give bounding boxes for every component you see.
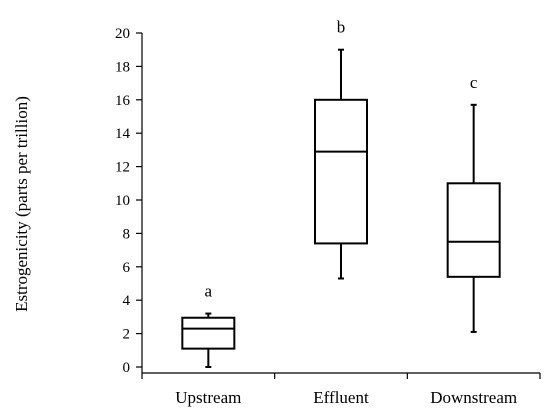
iqr-box xyxy=(181,316,236,350)
box-downstream: c xyxy=(446,73,501,333)
y-axis-title: Estrogenicity (parts per trillion) xyxy=(12,96,31,312)
y-tick-label: 8 xyxy=(123,226,131,242)
iqr-box xyxy=(446,182,501,278)
x-category-label: Effluent xyxy=(313,388,369,407)
iqr-box xyxy=(314,98,368,245)
y-tick-label: 12 xyxy=(115,160,130,176)
significance-label: b xyxy=(337,18,346,37)
y-tick-label: 0 xyxy=(123,360,131,376)
significance-label: c xyxy=(470,73,478,92)
y-tick-label: 14 xyxy=(115,126,131,142)
y-ticks: 0 2 4 6 8 10 12 14 16 18 20 xyxy=(115,26,142,376)
y-axis: 0 2 4 6 8 10 12 14 16 18 20 xyxy=(115,26,143,376)
box-effluent: b xyxy=(314,18,368,280)
boxes: a b c xyxy=(181,18,501,368)
box-upstream: a xyxy=(181,282,236,368)
significance-label: a xyxy=(205,282,213,301)
y-tick-label: 6 xyxy=(123,260,131,276)
x-ticks: Upstream Effluent Downstream xyxy=(141,373,541,407)
x-axis: Upstream Effluent Downstream xyxy=(141,372,541,407)
y-tick-label: 10 xyxy=(115,193,130,209)
y-tick-label: 2 xyxy=(123,327,131,343)
x-category-label: Downstream xyxy=(430,388,517,407)
y-tick-label: 16 xyxy=(115,93,131,109)
y-tick-label: 18 xyxy=(115,59,130,75)
x-category-label: Upstream xyxy=(175,388,241,407)
y-tick-label: 4 xyxy=(123,293,131,309)
y-tick-label: 20 xyxy=(115,26,130,42)
